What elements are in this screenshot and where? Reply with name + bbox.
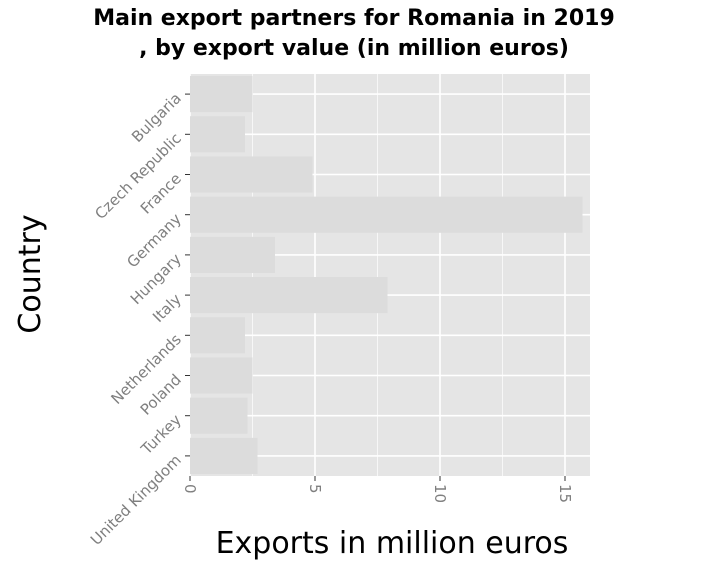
bar-czech-republic — [190, 116, 245, 153]
bar-turkey — [190, 397, 248, 434]
y-tick-label: United Kingdom — [87, 451, 185, 549]
x-tick-label: 15 — [556, 484, 574, 503]
bar-france — [190, 156, 313, 193]
chart-title: Main export partners for Romania in 2019… — [0, 4, 708, 64]
x-tick-label: 5 — [306, 484, 324, 494]
x-tick-label: 0 — [181, 484, 199, 494]
x-axis-title: Exports in million euros — [216, 526, 569, 561]
y-tick-label: Turkey — [137, 411, 185, 459]
bar-bulgaria — [190, 76, 253, 113]
bar-hungary — [190, 236, 275, 273]
bar-germany — [190, 196, 583, 233]
chart-title-line-2: , by export value (in million euros) — [139, 36, 569, 61]
y-tick-label: Italy — [149, 290, 185, 326]
bar-poland — [190, 357, 253, 394]
bar-netherlands — [190, 317, 245, 354]
x-tick-label: 10 — [431, 484, 449, 503]
y-axis-title: Country — [13, 214, 48, 333]
chart-title-line-1: Main export partners for Romania in 2019 — [93, 6, 615, 31]
bar-united-kingdom — [190, 437, 258, 474]
bar-italy — [190, 277, 388, 314]
plot-panel — [190, 74, 590, 476]
